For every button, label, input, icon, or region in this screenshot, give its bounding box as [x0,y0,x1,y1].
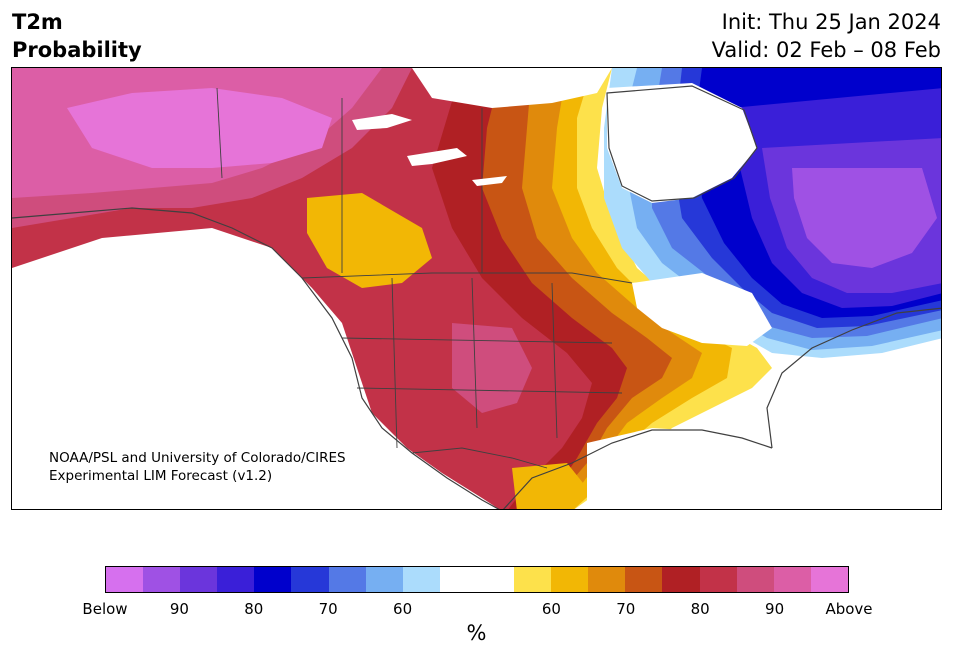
hudson-bay [607,83,757,203]
colorbar-segment [625,567,663,592]
colorbar-segment [476,567,515,592]
political-borders [216,87,633,469]
colorbar-tick-label: 70 [318,600,338,618]
coastlines [12,85,941,509]
colorbar-tick-label: 70 [616,600,636,618]
great-slave-lake [407,148,467,166]
colorbar-segment [551,567,589,592]
east-coast-line [766,307,941,449]
colorbar-segment [180,567,218,592]
colorbar-segment [810,567,848,592]
pacific-ocean [12,228,499,509]
colorbar-segment [217,567,255,592]
colorbar-tick-label: Above [825,600,873,618]
us-mexico-border [411,447,548,469]
lake-athabasca [472,176,507,186]
colorbar [105,566,849,593]
colorbar-ticks: Below 90 80 70 60 60 70 80 90 Above [82,600,872,620]
state-line-1 [391,277,398,449]
colorbar-segment [773,567,811,592]
above-max-zone [67,88,332,168]
colorbar-segment [365,567,403,592]
title-line-2: Probability [12,38,142,62]
colorbar-segment [699,567,737,592]
gulf-coast-line [503,429,773,509]
map-canvas [12,68,941,509]
colorbar-segment [106,567,144,592]
gulf-of-mexico [587,428,792,509]
alaska-border [216,87,223,179]
colorbar-segment [736,567,774,592]
colorbar-segment [514,567,552,592]
west-coast-line [12,207,500,509]
colorbar-tick-label: 60 [393,600,413,618]
colorbar-tick-label: 80 [690,600,710,618]
title-line-1: T2m [12,10,63,34]
colorbar-tick-label: 60 [541,600,561,618]
gulf-coast-yellow [512,463,587,509]
us-canada-border [301,272,633,284]
credit-text: NOAA/PSL and University of Colorado/CIRE… [49,449,346,485]
colorbar-tick-label: 90 [765,600,785,618]
credit-line-1: NOAA/PSL and University of Colorado/CIRE… [49,450,346,466]
state-line-2 [471,277,478,429]
arctic-ocean [412,68,612,108]
colorbar-segment [402,567,440,592]
colorbar-segment [291,567,329,592]
state-line-5 [356,387,623,394]
colorbar-segment [328,567,366,592]
valid-range: Valid: 02 Feb – 08 Feb [711,38,941,62]
great-bear-lake [352,114,412,130]
pacific-nw-yellow [307,193,432,288]
below-90-zone [792,168,937,268]
probability-map [11,67,942,510]
map-title: T2m Probability [12,8,142,64]
colorbar-tick-label: 80 [244,600,264,618]
colorbar-segment [439,567,477,592]
colorbar-unit: % [466,621,487,645]
colorbar-segment [662,567,700,592]
hudson-bay-line [606,85,758,202]
colorbar-segment [254,567,292,592]
great-lakes-neutral [632,273,772,346]
state-line-4 [341,337,613,344]
atlantic-ocean [733,358,941,509]
colorbar-segment [143,567,181,592]
colorbar-tick-label: Below [82,600,128,618]
state-line-3 [551,282,558,439]
init-date: Init: Thu 25 Jan 2024 [721,10,941,34]
colorbar-tick-label: 90 [169,600,189,618]
forecast-dates: Init: Thu 25 Jan 2024 Valid: 02 Feb – 08… [712,8,941,64]
credit-line-2: Experimental LIM Forecast (v1.2) [49,468,273,484]
colorbar-segment [588,567,626,592]
